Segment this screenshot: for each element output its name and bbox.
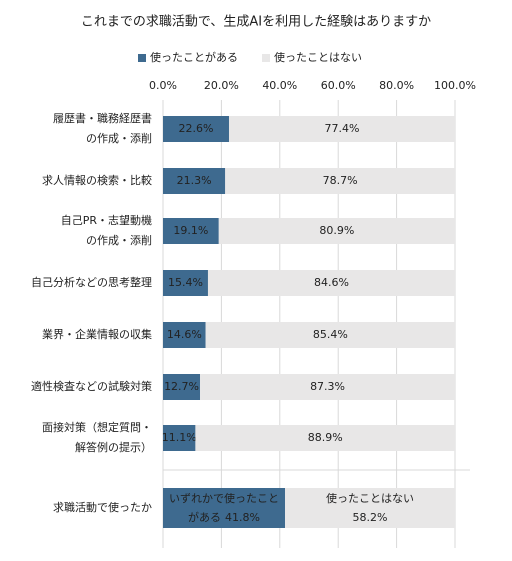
- legend-label: 使ったことがある: [150, 50, 238, 64]
- bar-segment: [163, 425, 196, 451]
- category-label: 自己分析などの思考整理: [31, 275, 152, 289]
- x-tick-label: 40.0%: [262, 79, 297, 92]
- annotation: 使ったことはない: [326, 492, 414, 505]
- bar-segment: [205, 322, 455, 348]
- bar-segment: [163, 488, 286, 528]
- value-label: 21.3%: [177, 174, 212, 187]
- category-label: 面接対策（想定質問・: [42, 420, 152, 434]
- x-tick-label: 60.0%: [321, 79, 356, 92]
- category-label: の作成・添削: [86, 233, 152, 247]
- value-label: 22.6%: [179, 122, 214, 135]
- annotation: がある: [188, 510, 221, 524]
- annotation: いずれかで使ったこと: [169, 492, 279, 505]
- x-tick-label: 80.0%: [379, 79, 414, 92]
- value-label: 80.9%: [319, 224, 354, 237]
- value-label: 15.4%: [168, 276, 203, 289]
- category-label: 求人情報の検索・比較: [42, 173, 152, 187]
- bar-segment: [163, 168, 226, 194]
- bar-segment: [195, 425, 456, 451]
- legend-swatch: [138, 54, 146, 62]
- legend-label: 使ったことはない: [274, 51, 362, 64]
- bar-segment: [207, 270, 455, 296]
- value-label: 77.4%: [325, 122, 360, 135]
- value-label: 87.3%: [310, 380, 345, 393]
- value-label: 88.9%: [308, 431, 343, 444]
- category-label: の作成・添削: [86, 131, 152, 145]
- bar-segment: [228, 116, 455, 142]
- value-label: 19.1%: [173, 224, 208, 237]
- value-label: 84.6%: [314, 276, 349, 289]
- bar-segment: [200, 374, 455, 400]
- value-label: 14.6%: [167, 328, 202, 341]
- x-tick-label: 20.0%: [204, 79, 239, 92]
- bar-segment: [163, 322, 206, 348]
- legend-swatch: [262, 54, 270, 62]
- bar-segment: [218, 218, 455, 244]
- value-label: 11.1%: [162, 431, 197, 444]
- annotation-line: がある 41.8%: [188, 510, 260, 524]
- category-label: 適性検査などの試験対策: [31, 379, 152, 393]
- bar-segment: [163, 270, 208, 296]
- bar-segment: [163, 218, 219, 244]
- value-label: 41.8%: [225, 511, 260, 524]
- category-label: 解答例の提示）: [75, 440, 152, 454]
- bar-segment: [163, 116, 229, 142]
- value-label: 78.7%: [323, 174, 358, 187]
- x-tick-label: 100.0%: [434, 79, 476, 92]
- value-label: 12.7%: [164, 380, 199, 393]
- bar-segment: [225, 168, 455, 194]
- category-label: 求職活動で使ったか: [53, 500, 152, 514]
- value-label: 85.4%: [313, 328, 348, 341]
- bar-segment: [285, 488, 455, 528]
- chart-title: これまでの求職活動で、生成AIを利用した経験はありますか: [81, 15, 431, 30]
- value-label: 58.2%: [353, 511, 388, 524]
- category-label: 業界・企業情報の収集: [42, 327, 152, 341]
- category-label: 履歴書・職務経歴書: [53, 111, 152, 125]
- category-label: 自己PR・志望動機: [61, 213, 152, 227]
- x-tick-label: 0.0%: [149, 79, 177, 92]
- bar-segment: [163, 374, 201, 400]
